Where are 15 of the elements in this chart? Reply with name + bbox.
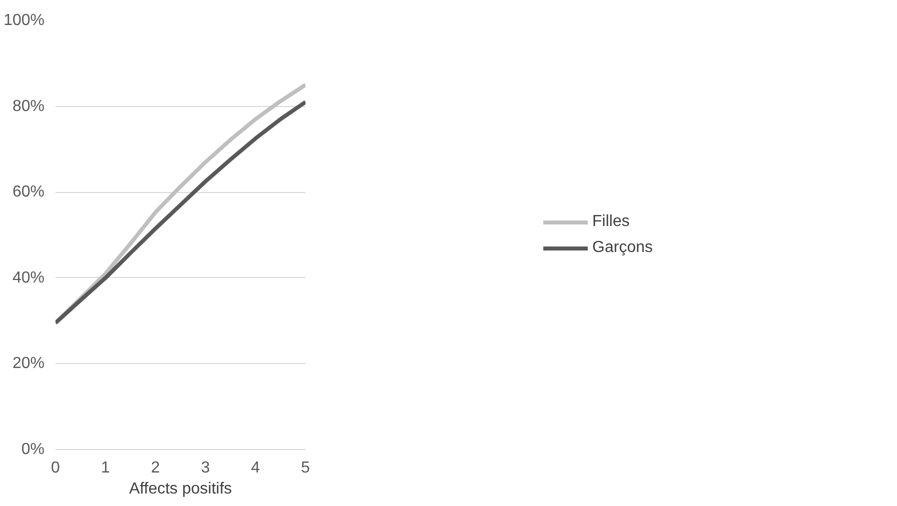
y-tick-label: 80% [12, 98, 45, 115]
x-tick-label: 4 [251, 460, 260, 476]
x-axis-title: Affects positifs [129, 480, 232, 498]
y-tick-label: 100% [4, 12, 44, 29]
y-tick-label: 0% [21, 441, 44, 458]
x-tick-label: 2 [151, 460, 160, 476]
y-tick-label: 20% [12, 355, 45, 372]
legend-label: Filles [592, 212, 630, 230]
y-tick-label: 60% [12, 184, 45, 201]
x-tick-label: 1 [101, 460, 110, 476]
x-tick-label: 5 [301, 460, 310, 476]
y-tick-label: 40% [12, 269, 45, 286]
legend-label: Garçons [592, 238, 653, 256]
x-tick-label: 0 [51, 460, 60, 476]
x-tick-label: 3 [201, 460, 210, 476]
